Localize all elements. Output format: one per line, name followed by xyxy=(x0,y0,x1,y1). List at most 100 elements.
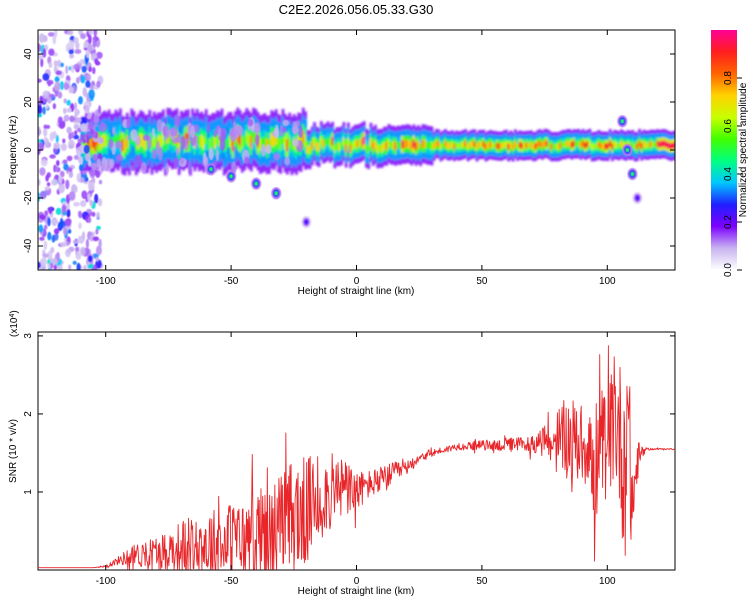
heatmap-cell xyxy=(529,141,533,148)
heatmap-cell xyxy=(611,143,614,150)
heatmap-cell xyxy=(671,142,675,149)
heatmap-cell xyxy=(152,134,156,147)
heatmap-blob-core xyxy=(229,174,233,179)
heatmap-noise-blob xyxy=(70,184,78,194)
heatmap-cell xyxy=(358,139,362,148)
heatmap-cell xyxy=(125,135,129,148)
heatmap-cell xyxy=(581,140,585,147)
heatmap-cell xyxy=(432,143,436,150)
heatmap-noise-blob xyxy=(83,144,90,154)
heatmap-cell xyxy=(114,132,118,146)
heatmap-noise-blob xyxy=(111,126,116,136)
heatmap-noise-blob xyxy=(88,30,93,36)
heatmap-noise-blob xyxy=(75,246,79,252)
heatmap-noise-blob xyxy=(73,63,80,70)
heatmap-cell xyxy=(421,139,425,148)
heatmap-noise-blob xyxy=(88,89,95,100)
tick-label: 50 xyxy=(476,276,488,287)
heatmap-noise-blob xyxy=(47,250,53,260)
heatmap-noise-blob xyxy=(284,157,291,166)
heatmap-noise-blob xyxy=(53,142,61,150)
tick-label: -50 xyxy=(224,276,239,287)
heatmap-cell xyxy=(559,142,562,149)
heatmap-noise-blob xyxy=(65,218,72,227)
heatmap-downward-branch xyxy=(206,163,312,228)
heatmap-noise-blob xyxy=(254,122,259,136)
tick-label: -50 xyxy=(224,576,239,587)
heatmap-noise-blob xyxy=(52,34,57,45)
heatmap-noise-blob xyxy=(66,107,72,113)
heatmap-cell xyxy=(662,140,666,147)
heatmap-cell xyxy=(207,138,210,151)
heatmap-noise-blob xyxy=(86,134,90,144)
heatmap-cell xyxy=(405,139,409,148)
heatmap-cell xyxy=(319,136,323,145)
heatmap-noise-blob xyxy=(53,228,60,235)
heatmap-cell xyxy=(387,139,391,148)
heatmap-cell xyxy=(500,143,504,150)
snr-series-line xyxy=(38,345,675,570)
heatmap-cell xyxy=(337,142,341,151)
heatmap-noise-blob xyxy=(96,211,100,219)
heatmap-panel: -100 -50 0 50 100 -40 -20 0 20 40 Height of stra… xyxy=(8,29,676,297)
heatmap-noise-blob xyxy=(76,262,81,270)
heatmap-blob-core xyxy=(254,181,258,186)
snr-y-multiplier: (x104) xyxy=(9,310,21,337)
heatmap-cell xyxy=(383,142,386,151)
heatmap-cell xyxy=(574,141,578,148)
heatmap-noise-blob xyxy=(101,157,108,171)
heatmap-cell xyxy=(615,142,619,149)
heatmap-noise-blob xyxy=(54,76,60,83)
heatmap-noise-blob xyxy=(43,240,48,250)
heatmap-noise-blob xyxy=(63,163,69,171)
heatmap-noise-blob xyxy=(57,91,63,99)
heatmap-cell xyxy=(277,137,280,150)
heatmap-cell xyxy=(534,143,538,150)
heatmap-cell xyxy=(484,143,488,150)
heatmap-cell xyxy=(459,142,463,149)
heatmap-cell xyxy=(274,132,278,145)
heatmap-noise-blob xyxy=(187,160,192,174)
heatmap-noise-blob xyxy=(42,106,46,115)
heatmap-noise-blob xyxy=(298,126,303,139)
heatmap-cell xyxy=(89,138,93,151)
heatmap-noise-blob xyxy=(43,224,48,230)
heatmap-cell xyxy=(263,136,267,149)
heatmap-cell xyxy=(638,140,641,147)
heatmap-noise-blob xyxy=(87,255,93,263)
heatmap-noise-blob xyxy=(57,116,63,125)
heatmap-noise-blob xyxy=(98,179,103,185)
heatmap-cell xyxy=(466,143,470,150)
heatmap-cell xyxy=(586,141,590,148)
heatmap-cell xyxy=(200,134,204,147)
heatmap-noise-blob xyxy=(38,126,41,137)
heatmap-noise-blob xyxy=(174,114,180,129)
heatmap-noise-blob xyxy=(87,263,94,269)
heatmap-cell xyxy=(583,142,587,149)
heatmap-cell xyxy=(617,142,621,149)
heatmap-cell xyxy=(482,141,486,148)
heatmap-cell xyxy=(394,142,398,151)
heatmap-cell xyxy=(281,132,285,145)
heatmap-noise-blob xyxy=(273,152,281,161)
heatmap-noise-blob xyxy=(80,133,86,141)
heatmap-cell xyxy=(231,139,235,152)
heatmap-cell xyxy=(245,131,249,144)
heatmap-cell xyxy=(435,140,438,147)
heatmap-cell xyxy=(423,140,427,149)
heatmap-noise-blob xyxy=(65,65,69,75)
tick-label: 100 xyxy=(599,576,616,587)
heatmap-noise-blob xyxy=(58,175,63,184)
heatmap-noise-blob xyxy=(67,40,75,50)
heatmap-noise-blob xyxy=(156,119,163,133)
heatmap-noise-blob xyxy=(56,160,60,167)
heatmap-noise-blob xyxy=(42,253,49,258)
heatmap-cell xyxy=(498,143,502,150)
heatmap-cell xyxy=(669,143,673,150)
heatmap-noise-blob xyxy=(67,30,74,36)
snr-y-label: SNR (10 * v/v) xyxy=(8,419,19,483)
heatmap-cell xyxy=(430,141,434,150)
heatmap-cell xyxy=(419,142,423,151)
heatmap-noise-blob xyxy=(265,144,272,155)
